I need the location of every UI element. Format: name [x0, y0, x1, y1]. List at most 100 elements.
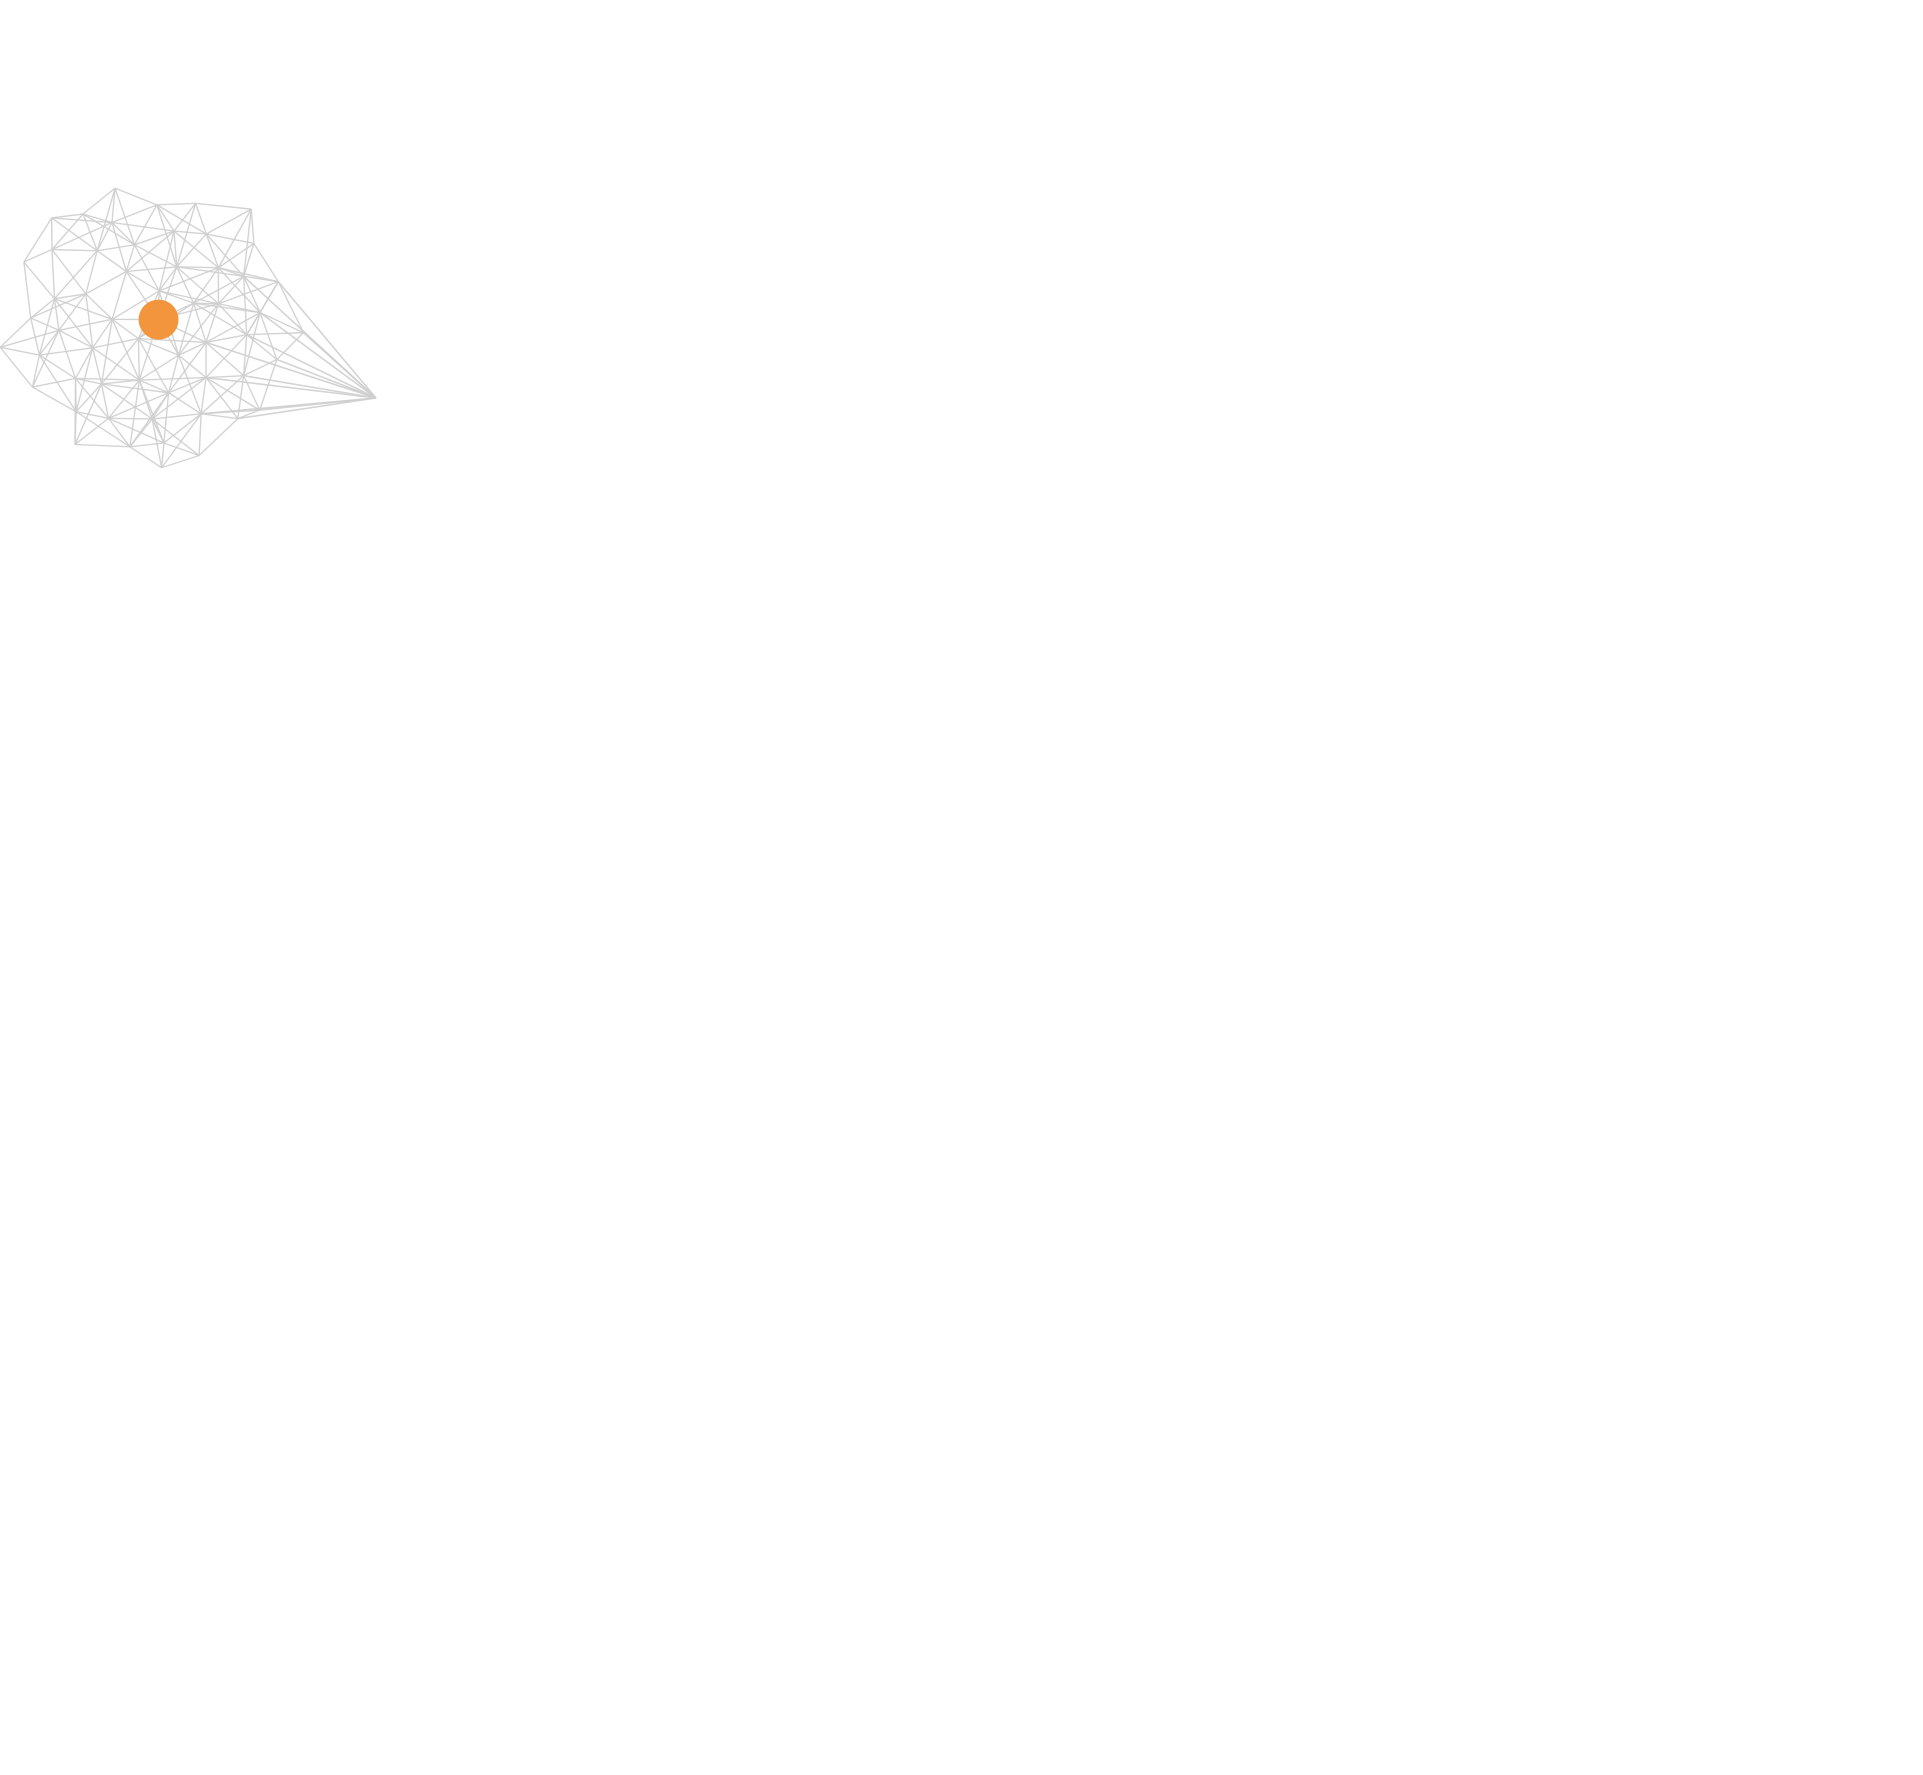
hub-edge [246, 333, 377, 399]
edge [237, 375, 245, 419]
edge [100, 319, 113, 385]
edge [101, 383, 153, 420]
nodes [138, 299, 179, 340]
edge [75, 377, 140, 381]
edge [30, 317, 41, 356]
edge [168, 376, 207, 394]
edge [198, 418, 239, 457]
edge [125, 270, 160, 292]
edge [200, 377, 207, 414]
edge [111, 204, 158, 224]
edge [91, 347, 103, 385]
hub-edge [201, 397, 377, 415]
edge [163, 442, 200, 457]
edge [58, 318, 113, 331]
edge [51, 248, 98, 252]
edge [243, 243, 255, 277]
edge [173, 230, 219, 269]
edge [194, 203, 207, 235]
edge [217, 275, 245, 305]
edge [134, 230, 175, 246]
edge [129, 379, 141, 447]
node-PCNA [138, 299, 179, 340]
edge [96, 187, 116, 251]
edge [259, 281, 279, 313]
edge [97, 244, 135, 252]
edge [173, 230, 207, 235]
edge [167, 355, 180, 393]
edge [134, 244, 178, 268]
edge [160, 442, 165, 468]
edge [137, 338, 141, 381]
edge [51, 249, 87, 295]
edge [137, 338, 170, 394]
edge [133, 244, 160, 292]
edge [30, 298, 55, 319]
edges [0, 187, 377, 469]
edge [276, 332, 304, 361]
edge [177, 303, 220, 356]
hub-edge [237, 397, 377, 420]
panel-a [0, 187, 377, 469]
edge [243, 358, 278, 377]
edge [178, 354, 207, 379]
edge [114, 187, 136, 246]
hub-edge [277, 281, 377, 399]
edge [246, 331, 304, 336]
edge [111, 318, 139, 340]
edge [114, 187, 158, 206]
edge [156, 202, 196, 206]
edge [243, 275, 279, 283]
edge [58, 329, 93, 349]
edge [176, 203, 197, 268]
edge [193, 302, 261, 314]
edge [108, 417, 165, 444]
edge [139, 379, 169, 394]
edge [205, 341, 245, 377]
edge [92, 347, 140, 381]
edge [101, 383, 169, 394]
edge [58, 330, 77, 379]
edge [176, 266, 219, 269]
edge [176, 266, 219, 305]
edge [96, 222, 113, 252]
edge [156, 204, 178, 268]
edge [74, 347, 94, 379]
edge [259, 311, 304, 334]
edge [51, 249, 56, 299]
edge [242, 312, 261, 376]
edge [243, 375, 261, 411]
hub-edge [276, 358, 377, 399]
edge [277, 281, 305, 333]
edge [217, 208, 252, 269]
edge [198, 413, 202, 456]
edge [242, 276, 248, 335]
edge [158, 266, 178, 292]
edge [217, 303, 248, 336]
edge [126, 266, 177, 273]
edge [0, 317, 32, 348]
edge [51, 217, 113, 224]
edge [206, 233, 255, 245]
edge [161, 413, 202, 469]
edge [75, 383, 103, 413]
edge [138, 354, 179, 381]
edge [23, 217, 53, 263]
edge [156, 204, 207, 235]
edge [237, 409, 260, 420]
edge [192, 302, 207, 343]
edge [108, 392, 169, 420]
edge [176, 233, 207, 268]
hub-edge [205, 376, 377, 399]
edge [92, 318, 113, 349]
edge [206, 374, 244, 379]
edge [158, 290, 194, 304]
edge [178, 341, 207, 356]
edge [85, 293, 94, 348]
edge [151, 376, 207, 420]
edge [201, 413, 238, 420]
edge [82, 187, 116, 215]
edge [0, 346, 34, 388]
edge [176, 266, 244, 278]
